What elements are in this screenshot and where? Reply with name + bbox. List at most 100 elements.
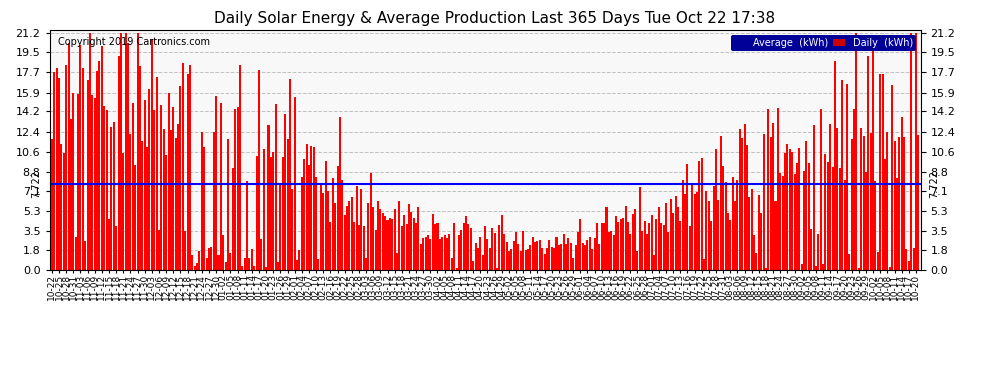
Bar <box>694 194 696 270</box>
Bar <box>350 198 352 270</box>
Bar <box>855 33 857 270</box>
Bar <box>355 186 357 270</box>
Bar <box>394 209 396 270</box>
Bar <box>857 268 860 270</box>
Bar <box>496 268 498 270</box>
Bar <box>220 102 222 270</box>
Bar <box>562 234 564 270</box>
Bar <box>450 258 452 270</box>
Bar <box>813 125 815 270</box>
Bar <box>247 181 248 270</box>
Bar <box>477 248 479 270</box>
Bar <box>810 229 812 270</box>
Bar <box>489 248 491 270</box>
Bar <box>465 216 467 270</box>
Bar <box>743 124 745 270</box>
Bar <box>830 124 832 270</box>
Bar <box>894 141 896 270</box>
Bar <box>172 107 174 270</box>
Bar <box>270 157 272 270</box>
Bar <box>89 33 91 270</box>
Bar <box>860 128 862 270</box>
Bar <box>715 150 717 270</box>
Bar <box>525 250 527 270</box>
Text: 7.722: 7.722 <box>31 170 41 198</box>
Bar <box>79 45 81 270</box>
Bar <box>718 200 720 270</box>
Bar <box>422 238 425 270</box>
Bar <box>218 255 220 270</box>
Bar <box>737 180 739 270</box>
Bar <box>82 68 84 270</box>
Bar <box>550 246 552 270</box>
Bar <box>244 258 246 270</box>
Bar <box>534 242 537 270</box>
Bar <box>358 225 360 270</box>
Bar <box>86 80 88 270</box>
Bar <box>415 223 417 270</box>
Bar <box>672 213 674 270</box>
Bar <box>303 159 305 270</box>
Bar <box>748 198 750 270</box>
Bar <box>710 221 712 270</box>
Bar <box>606 207 608 270</box>
Bar <box>267 125 269 270</box>
Bar <box>203 147 205 270</box>
Bar <box>401 226 403 270</box>
Bar <box>786 144 788 270</box>
Bar <box>65 64 67 270</box>
Bar <box>310 146 313 270</box>
Bar <box>186 74 188 270</box>
Bar <box>132 102 134 270</box>
Bar <box>725 182 727 270</box>
Bar <box>657 207 660 270</box>
Bar <box>320 185 322 270</box>
Bar <box>127 44 129 270</box>
Bar <box>367 203 369 270</box>
Bar <box>869 133 872 270</box>
Bar <box>842 80 843 270</box>
Text: Copyright 2019 Cartronics.com: Copyright 2019 Cartronics.com <box>58 37 210 47</box>
Bar <box>906 249 908 270</box>
Bar <box>144 100 146 270</box>
Bar <box>227 140 229 270</box>
Bar <box>342 180 344 270</box>
Bar <box>232 168 234 270</box>
Bar <box>613 236 615 270</box>
Bar <box>413 217 415 270</box>
Bar <box>110 127 113 270</box>
Bar <box>832 167 834 270</box>
Bar <box>703 259 705 270</box>
Bar <box>772 123 774 270</box>
Bar <box>118 56 120 270</box>
Bar <box>503 234 505 270</box>
Bar <box>201 132 203 270</box>
Bar <box>734 201 736 270</box>
Bar <box>460 230 462 270</box>
Bar <box>337 166 339 270</box>
Bar <box>391 219 393 270</box>
Bar <box>453 223 455 270</box>
Bar <box>462 223 464 270</box>
Bar <box>370 173 372 270</box>
Bar <box>639 188 641 270</box>
Bar <box>513 241 515 270</box>
Bar <box>153 110 155 270</box>
Bar <box>518 244 520 270</box>
Bar <box>803 171 805 270</box>
Bar <box>382 213 384 270</box>
Bar <box>670 198 672 270</box>
Bar <box>706 191 708 270</box>
Bar <box>630 234 632 270</box>
Bar <box>765 268 767 270</box>
Bar <box>253 266 255 270</box>
Bar <box>515 232 517 270</box>
Bar <box>282 157 284 270</box>
Bar <box>722 166 724 270</box>
Bar <box>591 249 593 270</box>
Bar <box>113 122 115 270</box>
Bar <box>834 61 836 270</box>
Bar <box>701 158 703 270</box>
Bar <box>537 241 539 270</box>
Text: Daily Solar Energy & Average Production Last 365 Days Tue Oct 22 17:38: Daily Solar Energy & Average Production … <box>215 11 775 26</box>
